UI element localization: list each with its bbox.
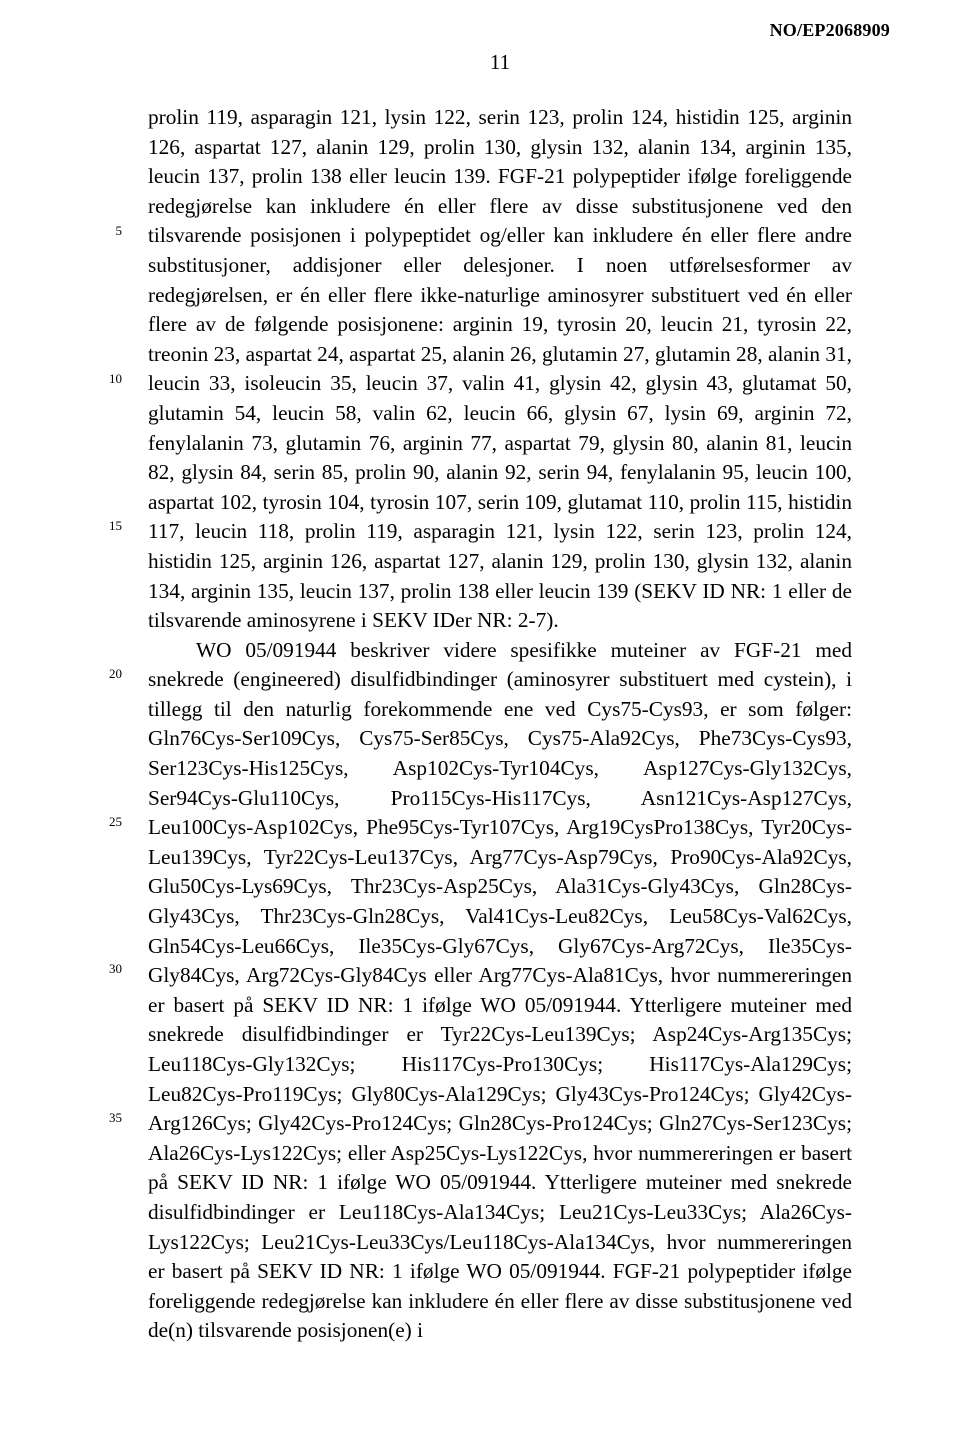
page-number: 11 [148, 50, 852, 75]
body-text: 5 10 15 20 25 30 35 prolin 119, asparagi… [148, 103, 852, 1346]
line-number-15: 15 [92, 517, 122, 535]
paragraph-1: prolin 119, asparagin 121, lysin 122, se… [148, 103, 852, 636]
line-number-10: 10 [92, 370, 122, 388]
para-1-text: prolin 119, asparagin 121, lysin 122, se… [148, 105, 852, 632]
line-number-25: 25 [92, 813, 122, 831]
document-id: NO/EP2068909 [770, 20, 890, 41]
paragraph-2: WO 05/091944 beskriver videre spesifikke… [148, 636, 852, 1346]
line-number-20: 20 [92, 665, 122, 683]
line-number-5: 5 [92, 222, 122, 240]
patent-page: NO/EP2068909 11 5 10 15 20 25 30 35 prol… [0, 0, 960, 1406]
line-number-35: 35 [92, 1109, 122, 1127]
line-number-30: 30 [92, 960, 122, 978]
para-2-text: WO 05/091944 beskriver videre spesifikke… [148, 638, 852, 1343]
